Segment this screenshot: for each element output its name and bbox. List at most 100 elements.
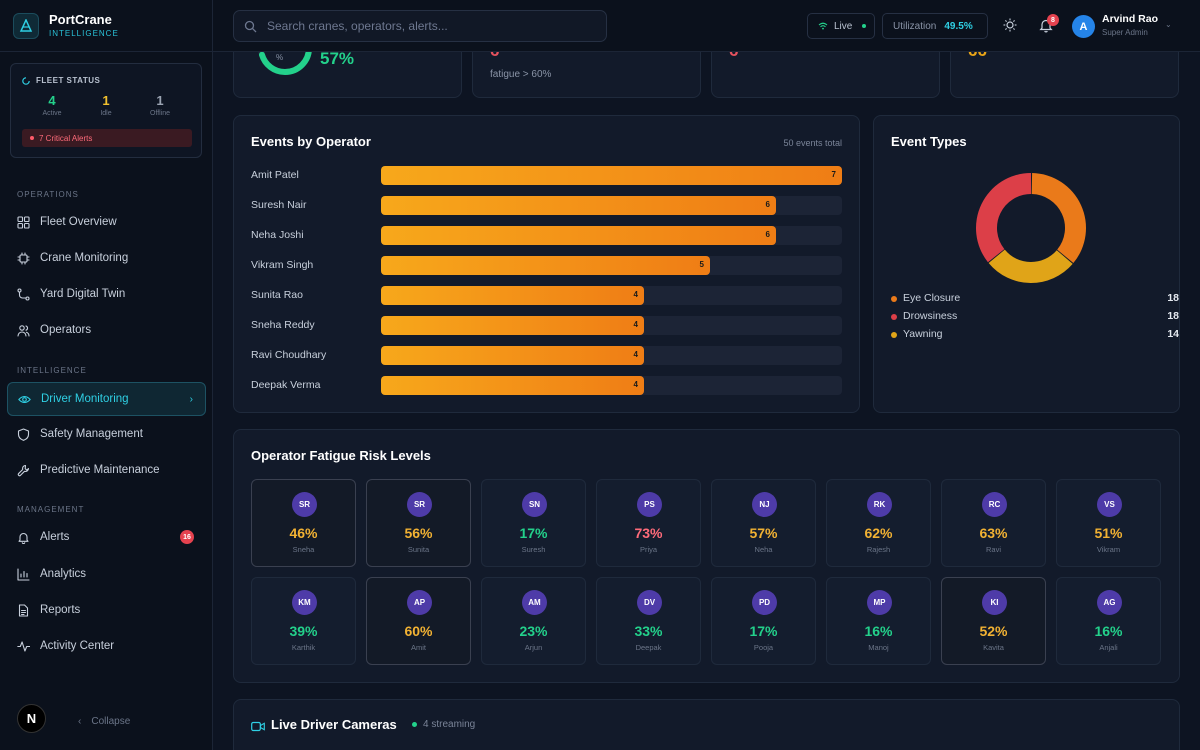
operator-fatigue-tile[interactable]: KM 39% Karthik [251, 577, 356, 665]
operator-first-name: Neha [754, 545, 773, 554]
live-dot-icon [862, 24, 867, 28]
search-icon [244, 20, 257, 32]
wifi-icon [818, 22, 828, 30]
sidebar-item-alerts[interactable]: Alerts 16 [7, 520, 206, 554]
operator-fatigue-tile[interactable]: RC 63% Ravi [941, 479, 1046, 567]
user-menu-chevron-icon[interactable]: ⌄ [1165, 20, 1172, 29]
legend-value: 14 [1167, 328, 1179, 340]
shield-icon [17, 427, 30, 441]
operator-fatigue-tile[interactable]: PS 73% Priya [596, 479, 701, 567]
event-count-label: 4 [633, 290, 638, 299]
utilization-label: Utilization [893, 20, 937, 32]
operator-fatigue-tile[interactable]: KI 52% Kavita [941, 577, 1046, 665]
users-icon [17, 324, 30, 337]
event-count-label: 5 [699, 260, 704, 269]
operator-fatigue-tile[interactable]: SR 46% Sneha [251, 479, 356, 567]
event-types-donut-chart [976, 173, 1086, 283]
operator-first-name: Manoj [868, 643, 889, 652]
operator-fatigue-tile[interactable]: SN 17% Suresh [481, 479, 586, 567]
operator-event-row: Neha Joshi 6 [251, 226, 842, 246]
operator-avatar: AG [1097, 590, 1122, 615]
high-fatigue-subtitle: fatigue > 60% [490, 69, 552, 80]
sidebar-item-reports[interactable]: Reports [7, 593, 206, 627]
fleet-stat-offline: 1 Offline [133, 93, 187, 117]
theme-toggle-sun-icon[interactable] [1003, 18, 1017, 32]
sidebar-item-safety-management[interactable]: Safety Management [7, 417, 206, 451]
event-types-title: Event Types [891, 134, 967, 149]
operator-first-name: Kavita [983, 643, 1004, 652]
operator-fatigue-tile[interactable]: MP 16% Manoj [826, 577, 931, 665]
operator-fatigue-tile[interactable]: PD 17% Pooja [711, 577, 816, 665]
critical-alerts-banner[interactable]: 7 Critical Alerts [22, 129, 192, 147]
fleet-stat-label: Offline [149, 110, 171, 117]
user-name[interactable]: Arvind Rao [1102, 13, 1159, 25]
legend-label: Drowsiness [903, 310, 958, 322]
sidebar-item-fleet-overview[interactable]: Fleet Overview [7, 205, 206, 239]
sidebar-item-activity-center[interactable]: Activity Center [7, 629, 206, 663]
sidebar-item-yard-digital-twin[interactable]: Yard Digital Twin [7, 277, 206, 311]
sidebar-item-predictive-maintenance[interactable]: Predictive Maintenance [7, 453, 206, 487]
search-box[interactable] [233, 10, 607, 42]
operator-fatigue-tile[interactable]: SR 56% Sunita [366, 479, 471, 567]
operator-avatar: SR [292, 492, 317, 517]
fleet-stat-value: 1 [102, 93, 110, 108]
sidebar-item-analytics[interactable]: Analytics [7, 557, 206, 591]
operator-avatar: PS [637, 492, 662, 517]
operator-fatigue-tile[interactable]: AM 23% Arjun [481, 577, 586, 665]
operator-first-name: Rajesh [866, 545, 891, 554]
operator-fatigue-tile[interactable]: RK 62% Rajesh [826, 479, 931, 567]
event-bar: 5 [381, 256, 710, 275]
bar-track: 4 [381, 376, 842, 395]
legend-value: 18 [1167, 292, 1179, 304]
bar-track: 6 [381, 196, 842, 215]
bar-track: 4 [381, 286, 842, 305]
operator-fatigue-tile[interactable]: AP 60% Amit [366, 577, 471, 665]
sidebar-item-operators[interactable]: Operators [7, 313, 206, 347]
sidebar-item-label: Driver Monitoring [41, 393, 129, 405]
fatigue-percent: 23% [519, 623, 548, 639]
operator-fatigue-tile[interactable]: VS 51% Vikram [1056, 479, 1161, 567]
eye-icon [18, 395, 31, 403]
user-avatar[interactable]: A [1072, 15, 1095, 38]
bar-track: 5 [381, 256, 842, 275]
donut-slice-drowsiness[interactable] [976, 173, 1031, 263]
operator-first-name: Vikram [1096, 545, 1121, 554]
operator-name: Sneha Reddy [251, 319, 315, 331]
user-role: Super Admin [1102, 28, 1148, 37]
event-bar: 7 [381, 166, 842, 185]
sidebar-item-crane-monitoring[interactable]: Crane Monitoring [7, 241, 206, 275]
fatigue-percent: 46% [289, 525, 318, 541]
operator-fatigue-tile[interactable]: NJ 57% Neha [711, 479, 816, 567]
live-cameras-title: Live Driver Cameras [271, 717, 397, 732]
file-icon [18, 603, 29, 617]
operator-first-name: Amit [411, 643, 426, 652]
fleet-status-icon [22, 76, 30, 85]
fleet-status-card: FLEET STATUS 4 Active 1 Idle 1 Offline 7 Crit… [10, 63, 202, 158]
fatigue-percent: 56% [404, 525, 433, 541]
donut-slice-yawning[interactable] [988, 249, 1073, 283]
operator-name: Neha Joshi [251, 229, 304, 241]
legend-item-drowsiness: Drowsiness 18 [891, 309, 1179, 325]
fatigue-percent: 17% [519, 525, 548, 541]
search-input[interactable] [267, 19, 567, 33]
route-icon [17, 287, 30, 301]
brand[interactable]: PortCrane INTELLIGENCE [0, 0, 212, 52]
operator-fatigue-tile[interactable]: DV 33% Deepak [596, 577, 701, 665]
chevron-right-icon: › [189, 393, 193, 405]
operator-fatigue-tile[interactable]: AG 16% Anjali [1056, 577, 1161, 665]
donut-slice-eye-closure[interactable] [1031, 173, 1086, 264]
live-indicator[interactable]: Live [807, 13, 875, 39]
bar-track: 4 [381, 316, 842, 335]
sidebar-item-driver-monitoring[interactable]: Driver Monitoring › [7, 382, 206, 416]
event-bar: 6 [381, 196, 776, 215]
collapse-button[interactable]: ‹ Collapse [78, 716, 130, 727]
streaming-dot-icon [412, 722, 417, 727]
sidebar-item-label: Predictive Maintenance [40, 464, 160, 476]
nextjs-logo[interactable]: N [17, 704, 46, 733]
fleet-status-title: FLEET STATUS [36, 76, 101, 85]
fatigue-risk-card: Operator Fatigue Risk Levels SR 46% Sneh… [233, 429, 1180, 683]
operator-event-row: Ravi Choudhary 4 [251, 346, 842, 366]
operator-event-row: Deepak Verma 4 [251, 376, 842, 396]
fleet-stat-label: Active [42, 110, 62, 117]
operator-name: Ravi Choudhary [251, 349, 327, 361]
